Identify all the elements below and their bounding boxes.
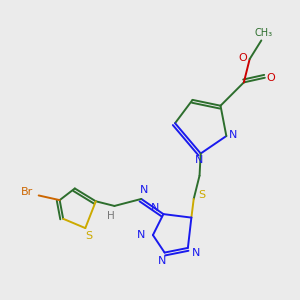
Text: N: N <box>229 130 238 140</box>
Text: CH₃: CH₃ <box>255 28 273 38</box>
Text: N: N <box>192 248 200 258</box>
Text: N: N <box>158 256 166 266</box>
Text: O: O <box>266 73 275 83</box>
Text: O: O <box>238 53 247 63</box>
Text: H: H <box>107 212 115 221</box>
Text: S: S <box>198 190 206 200</box>
Text: N: N <box>151 203 159 213</box>
Text: Br: Br <box>21 187 33 197</box>
Text: N: N <box>140 184 148 195</box>
Text: S: S <box>85 231 92 241</box>
Text: N: N <box>195 155 204 166</box>
Text: N: N <box>137 230 146 240</box>
